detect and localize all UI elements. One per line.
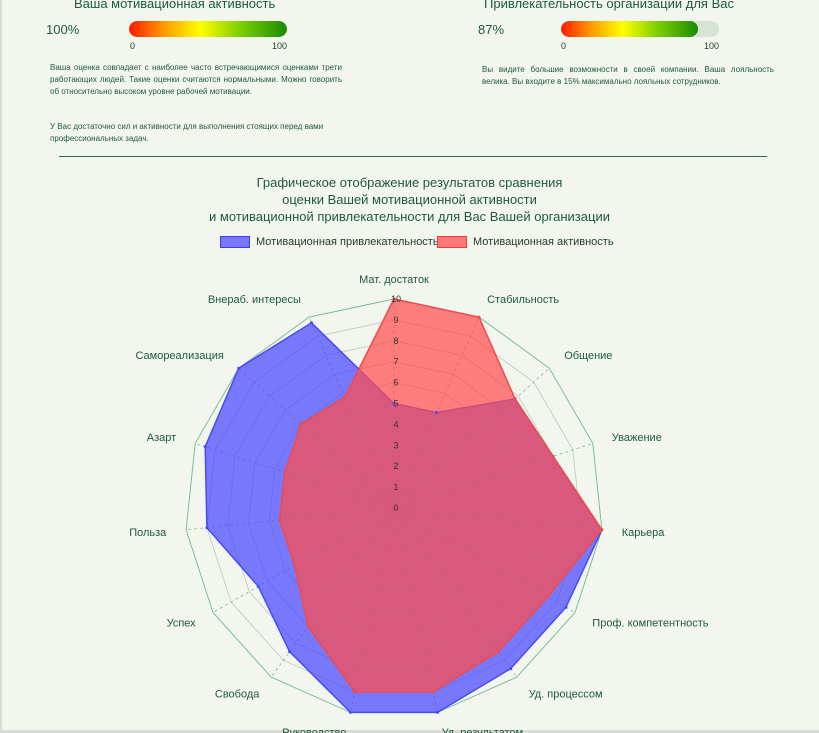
series-1-point-14 <box>343 395 347 399</box>
axis-label-6: Уд. процессом <box>529 688 603 700</box>
series-0-point-7 <box>436 710 439 714</box>
chart-legend: Мотивационная привлекательность Мотиваци… <box>0 236 819 252</box>
bottom-border <box>0 730 819 733</box>
tick-label-9: 9 <box>393 315 398 325</box>
series-0-point-9 <box>288 650 292 654</box>
legend-item-activity[interactable]: Мотивационная активность <box>437 236 614 248</box>
tick-label-7: 7 <box>393 357 398 367</box>
series-0-point-10 <box>256 584 260 588</box>
series-0-point-5 <box>564 605 568 609</box>
axis-label-4: Карьера <box>622 527 666 539</box>
axis-label-0: Мат. достаток <box>359 274 429 286</box>
axis-label-12: Азарт <box>147 432 176 444</box>
chart-title: Графическое отображение результатов срав… <box>0 174 819 225</box>
motivation-bar-fill <box>129 21 287 37</box>
motivation-scale-min: 0 <box>130 41 136 51</box>
series-0-point-0 <box>392 402 396 405</box>
tick-label-6: 6 <box>393 378 398 388</box>
series-1-point-0 <box>392 297 396 301</box>
section-divider <box>59 156 767 157</box>
series-1-point-10 <box>293 564 296 567</box>
series-1-point-11 <box>278 518 282 522</box>
axis-label-14: Внераб. интересы <box>208 294 301 306</box>
legend-label-attractiveness: Мотивационная привлекательность <box>256 236 439 248</box>
motivation-description: Ваша оценка совпадает с наиболее часто в… <box>50 63 342 96</box>
attractiveness-scale-max: 100 <box>704 41 720 51</box>
series-1-point-12 <box>283 471 287 474</box>
tick-label-3: 3 <box>393 440 398 450</box>
axis-label-9: Свобода <box>215 688 260 700</box>
left-border <box>0 0 2 733</box>
tick-label-5: 5 <box>393 399 398 409</box>
series-1-point-4 <box>600 528 604 532</box>
tick-label-1: 1 <box>393 482 398 492</box>
tick-label-8: 8 <box>393 336 398 346</box>
chart-title-line-1: Графическое отображение результатов срав… <box>256 175 563 190</box>
series-0-point-12 <box>203 445 207 449</box>
tick-label-4: 4 <box>393 419 398 429</box>
attractiveness-scale-min: 0 <box>561 41 567 51</box>
series-1-point-6 <box>496 650 500 654</box>
legend-swatch-red <box>437 236 467 248</box>
attractiveness-percent: 87% <box>478 22 505 37</box>
series-1-point-5 <box>546 595 550 599</box>
series-0-point-6 <box>509 667 513 671</box>
tick-label-10: 10 <box>391 294 401 304</box>
series-1-point-3 <box>551 454 555 458</box>
series-0-point-1 <box>435 411 438 414</box>
series-1-point-13 <box>299 422 303 426</box>
axis-label-2: Общение <box>564 350 612 362</box>
motivation-scale-max: 100 <box>272 41 288 51</box>
series-1-point-7 <box>431 690 435 694</box>
motivation-description-2: У Вас достаточно сил и активности для вы… <box>50 122 324 143</box>
series-area-1 <box>278 298 603 693</box>
axis-label-13: Самореализация <box>135 350 223 362</box>
legend-item-attractiveness[interactable]: Мотивационная привлекательность <box>220 236 439 248</box>
series-1-point-9 <box>306 624 310 628</box>
legend-label-activity: Мотивационная активность <box>473 236 614 248</box>
axis-label-7: Уд. результатом <box>442 727 524 733</box>
series-0-point-8 <box>349 710 352 714</box>
axis-label-3: Уважение <box>612 432 662 444</box>
motivation-title: Ваша мотивационная активность <box>74 0 276 11</box>
chart-title-line-2: оценки Вашей мотивационной активности <box>282 192 537 207</box>
axis-label-5: Проф. компетентность <box>592 618 709 630</box>
axis-label-1: Стабильность <box>487 294 559 306</box>
attractiveness-bar-fill <box>561 21 699 37</box>
axis-label-10: Успех <box>167 618 197 630</box>
motivation-percent: 100% <box>46 22 80 37</box>
attractiveness-bar <box>561 21 719 37</box>
attractiveness-description: Вы видите большие возможности в своей ко… <box>482 65 774 86</box>
legend-swatch-blue <box>220 236 250 248</box>
axis-label-8: Руководство <box>282 727 346 733</box>
axis-label-11: Польза <box>129 527 167 539</box>
tick-label-0: 0 <box>393 503 398 513</box>
attractiveness-title: Привлекательность организации для Вас <box>484 0 734 11</box>
series-1-point-8 <box>353 690 357 694</box>
motivation-bar <box>129 21 287 37</box>
radar-chart: 0 1 2 3 4 5 6 7 8 9 10 Мат. достаток Стабильность Общ… <box>129 274 709 733</box>
series-0-point-13 <box>237 366 241 370</box>
chart-title-line-3: и мотивационной привлекательности для Ва… <box>209 209 610 224</box>
tick-label-2: 2 <box>393 461 398 471</box>
series-0-point-14 <box>310 321 313 325</box>
series-1-point-2 <box>513 397 517 401</box>
series-1-point-1 <box>477 315 481 319</box>
series-0-point-11 <box>205 526 209 530</box>
